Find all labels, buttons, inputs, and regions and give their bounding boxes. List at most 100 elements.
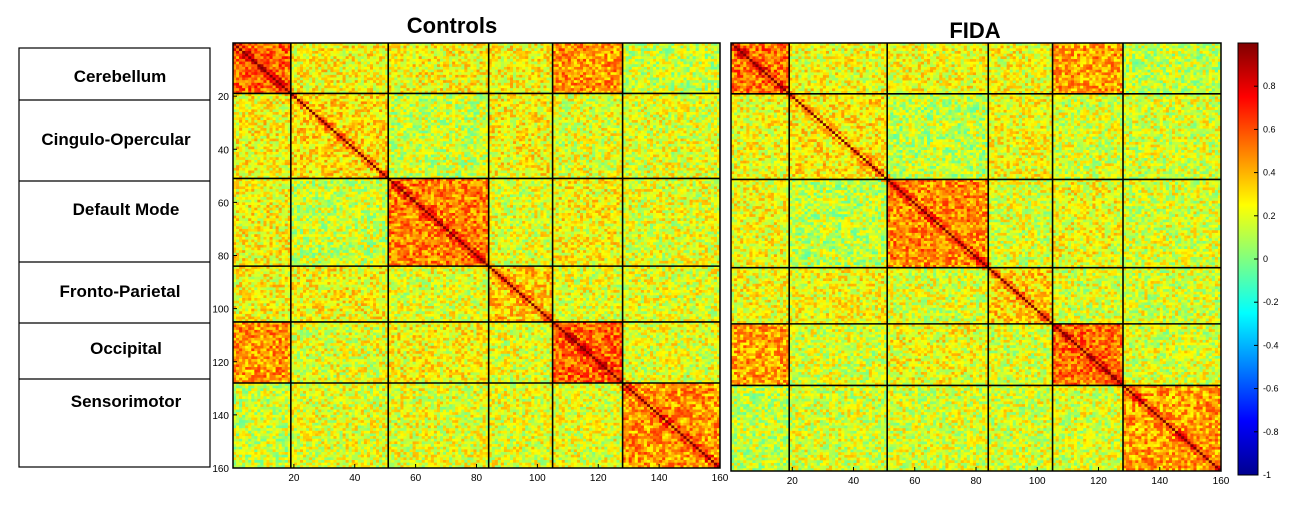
heatmap-cell <box>461 78 464 81</box>
heatmap-cell <box>601 67 604 70</box>
heatmap-cell <box>650 59 653 62</box>
heatmap-cell <box>513 72 516 75</box>
heatmap-cell <box>449 62 452 65</box>
heatmap-cell <box>632 75 635 78</box>
heatmap-cell <box>559 62 562 65</box>
heatmap-cell <box>294 72 297 75</box>
heatmap-cell <box>443 48 446 51</box>
heatmap-cell <box>410 80 413 83</box>
heatmap-cell <box>562 54 565 57</box>
heatmap-cell <box>285 48 288 51</box>
heatmap-cell <box>266 75 269 78</box>
heatmap-cell <box>483 67 486 70</box>
heatmap-cell <box>498 67 501 70</box>
heatmap-cell <box>714 59 717 62</box>
heatmap-cell <box>610 54 613 57</box>
heatmap-cell <box>483 72 486 75</box>
heatmap-cell <box>598 80 601 83</box>
heatmap-cell <box>355 75 358 78</box>
heatmap-cell <box>577 54 580 57</box>
heatmap-cell <box>522 80 525 83</box>
heatmap-cell <box>644 51 647 54</box>
heatmap-cell <box>559 59 562 62</box>
heatmap-cell <box>473 64 476 67</box>
heatmap-cell <box>467 59 470 62</box>
heatmap-cell <box>440 83 443 86</box>
heatmap-cell <box>239 54 242 57</box>
heatmap-cell <box>635 48 638 51</box>
heatmap-cell <box>470 62 473 65</box>
heatmap-cell <box>516 46 519 49</box>
heatmap-cell <box>674 72 677 75</box>
heatmap-cell <box>355 62 358 65</box>
heatmap-cell <box>580 78 583 81</box>
heatmap-cell <box>315 48 318 51</box>
heatmap-cell <box>333 78 336 81</box>
heatmap-cell <box>449 46 452 49</box>
heatmap-cell <box>495 62 498 65</box>
heatmap-cell <box>638 70 641 73</box>
heatmap-cell <box>556 48 559 51</box>
heatmap-cell <box>617 64 620 67</box>
heatmap-cell <box>662 70 665 73</box>
heatmap-cell <box>376 51 379 54</box>
heatmap-cell <box>522 78 525 81</box>
heatmap-cell <box>595 80 598 83</box>
heatmap-cell <box>659 51 662 54</box>
heatmap-cell <box>394 54 397 57</box>
heatmap-cell <box>464 78 467 81</box>
heatmap-cell <box>422 51 425 54</box>
heatmap-cell <box>537 64 540 67</box>
heatmap-cell <box>680 75 683 78</box>
heatmap-cell <box>604 48 607 51</box>
heatmap-cell <box>425 80 428 83</box>
heatmap-cell <box>687 75 690 78</box>
heatmap-cell <box>282 78 285 81</box>
heatmap-cell <box>638 54 641 57</box>
heatmap-cell <box>483 56 486 59</box>
heatmap-cell <box>650 75 653 78</box>
heatmap-cell <box>714 48 717 51</box>
heatmap-cell <box>406 67 409 70</box>
heatmap-cell <box>352 72 355 75</box>
heatmap-cell <box>321 75 324 78</box>
heatmap-cell <box>294 78 297 81</box>
heatmap-cell <box>647 59 650 62</box>
heatmap-cell <box>455 56 458 59</box>
heatmap-cell <box>446 59 449 62</box>
heatmap-cell <box>422 62 425 65</box>
heatmap-cell <box>671 48 674 51</box>
heatmap-cell <box>556 75 559 78</box>
heatmap-cell <box>571 62 574 65</box>
heatmap-cell <box>583 59 586 62</box>
heatmap-cell <box>361 56 364 59</box>
heatmap-cell <box>607 70 610 73</box>
heatmap-cell <box>279 67 282 70</box>
heatmap-cell <box>263 78 266 81</box>
heatmap-cell <box>690 59 693 62</box>
heatmap-cell <box>245 70 248 73</box>
heatmap-cell <box>665 64 668 67</box>
heatmap-cell <box>361 62 364 65</box>
heatmap-cell <box>376 48 379 51</box>
heatmap-cell <box>592 56 595 59</box>
heatmap-cell <box>367 54 370 57</box>
heatmap-cell <box>318 83 321 86</box>
heatmap-cell <box>434 51 437 54</box>
heatmap-cell <box>598 46 601 49</box>
heatmap-cell <box>367 48 370 51</box>
heatmap-cell <box>336 64 339 67</box>
heatmap-cell <box>245 56 248 59</box>
heatmap-cell <box>534 51 537 54</box>
heatmap-cell <box>577 72 580 75</box>
heatmap-cell <box>294 59 297 62</box>
heatmap-cell <box>419 56 422 59</box>
heatmap-cell <box>641 46 644 49</box>
heatmap-cell <box>300 56 303 59</box>
heatmap-cell <box>696 51 699 54</box>
heatmap-cell <box>501 64 504 67</box>
heatmap-cell <box>589 59 592 62</box>
heatmap-cell <box>650 51 653 54</box>
heatmap-cell <box>562 56 565 59</box>
heatmap-cell <box>677 80 680 83</box>
